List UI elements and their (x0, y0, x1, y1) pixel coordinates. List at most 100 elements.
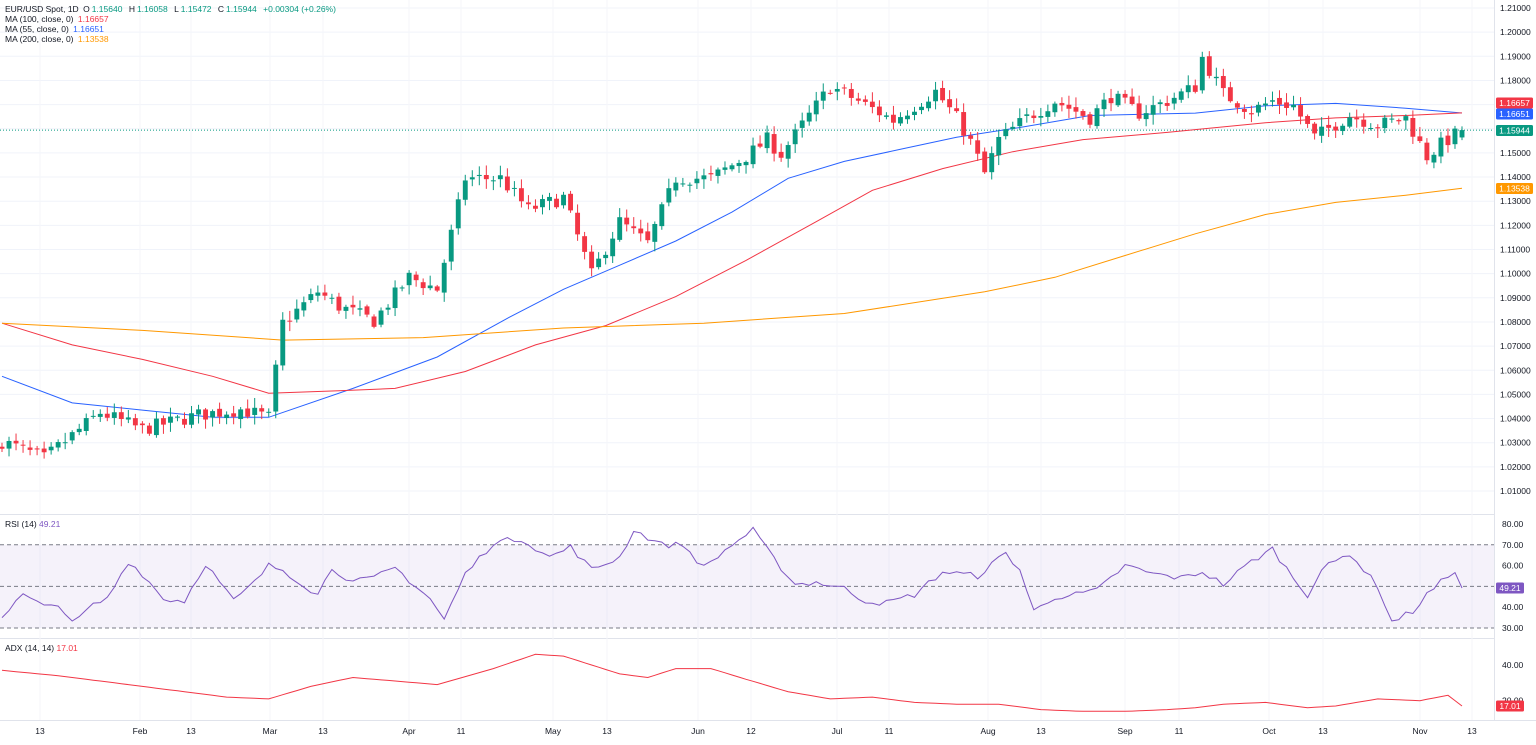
adx-line (1, 653, 1463, 712)
candle-up (210, 411, 216, 418)
candle-down (1312, 123, 1318, 134)
candle-down (862, 99, 868, 102)
candle-up (1003, 129, 1009, 137)
candle-down (13, 440, 19, 444)
candle-up (238, 409, 244, 420)
candle-down (1087, 114, 1093, 125)
candle-up (764, 132, 770, 149)
candle-down (855, 98, 861, 101)
candle-down (1277, 97, 1282, 105)
candle-down (1410, 117, 1416, 137)
price-tick-label: 1.05000 (1500, 389, 1531, 399)
moving-averages (1, 102, 1463, 418)
candle-up (1143, 113, 1149, 120)
candle-up (610, 238, 616, 257)
candle-up (687, 184, 693, 186)
time-tick-label: 13 (1036, 726, 1046, 736)
candle-down (1220, 76, 1226, 89)
candle-up (989, 153, 995, 173)
price-tick-label: 1.03000 (1500, 438, 1531, 448)
symbol-legend: EUR/USD Spot, 1D O 1.15640 H 1.16058 L 1.15… (5, 4, 338, 14)
candle-up (392, 287, 398, 309)
time-tick-label: Aug (980, 726, 995, 736)
candle-down (1298, 105, 1304, 117)
candle-down (20, 444, 26, 446)
adx-tick-label: 40.00 (1502, 660, 1524, 670)
candle-up (722, 167, 728, 170)
candle-up (736, 162, 742, 167)
candle-up (1199, 56, 1205, 91)
candle-up (455, 199, 461, 229)
candle-up (1459, 130, 1465, 138)
candle-down (1445, 135, 1451, 146)
price-badge (1496, 183, 1533, 194)
candle-up (511, 187, 517, 189)
price-change: +0.00304 (+0.26%) (263, 4, 336, 14)
candle-up (168, 416, 173, 423)
candle-down (420, 282, 426, 289)
candle-down (1248, 113, 1254, 115)
candle-down (139, 423, 145, 426)
candle-down (575, 212, 581, 235)
candle-down (41, 448, 47, 453)
candle-down (589, 251, 595, 269)
candle-down (160, 418, 166, 425)
candle-up (294, 308, 300, 320)
candle-down (1305, 116, 1311, 124)
time-tick-label: Jun (691, 726, 705, 736)
candle-down (1375, 127, 1381, 129)
time-tick-label: 11 (457, 726, 466, 736)
candle-up (617, 217, 623, 240)
rsi-legend: RSI (14) 49.21 (5, 519, 61, 529)
candle-down (525, 202, 531, 205)
candle-up (1340, 125, 1346, 132)
price-badge-label: 1.16651 (1499, 109, 1530, 119)
candle-down (1031, 115, 1037, 119)
candle-up (1291, 104, 1296, 108)
price-tick-label: 1.09000 (1500, 293, 1531, 303)
candle-down (554, 198, 559, 208)
price-badge (1496, 108, 1533, 120)
candle-down (104, 413, 110, 418)
price-tick-label: 1.21000 (1500, 3, 1531, 13)
ma55-line (1, 102, 1463, 418)
candle-down (778, 151, 784, 158)
candle-up (1171, 97, 1177, 104)
candle-up (806, 112, 812, 122)
candle-up (1115, 93, 1121, 106)
candle-down (182, 418, 187, 425)
candle-up (111, 412, 117, 418)
candle-down (287, 320, 293, 322)
candle-down (869, 101, 875, 108)
rsi-value-badge (1496, 582, 1524, 594)
candle-down (1326, 124, 1332, 128)
candle-down (947, 99, 953, 108)
candle-down (118, 412, 124, 420)
candle-down (1059, 102, 1065, 106)
candle-down (568, 193, 574, 211)
candle-up (1382, 117, 1388, 129)
ma55-legend: MA (55, close, 0) 1.16651 (5, 24, 104, 34)
candle-up (785, 145, 791, 159)
candle-down (975, 140, 981, 154)
candle-down (1354, 117, 1360, 120)
candle-down (968, 135, 974, 139)
candle-down (982, 151, 988, 173)
candle-down (940, 87, 946, 101)
candle-up (680, 183, 686, 185)
candle-down (757, 143, 763, 147)
candle-up (97, 413, 103, 417)
candle-down (259, 408, 265, 412)
adx-value-badge (1496, 700, 1524, 712)
candle-up (6, 440, 12, 449)
candle-up (659, 204, 665, 227)
time-tick-label: 11 (1175, 726, 1184, 736)
rsi-tick-label: 40.00 (1502, 602, 1524, 612)
candle-up (1389, 118, 1395, 120)
candle-down (434, 286, 440, 291)
ohlc-h: H 1.16058 (128, 4, 168, 14)
candle-up (1185, 85, 1191, 93)
candle-up (919, 106, 924, 111)
